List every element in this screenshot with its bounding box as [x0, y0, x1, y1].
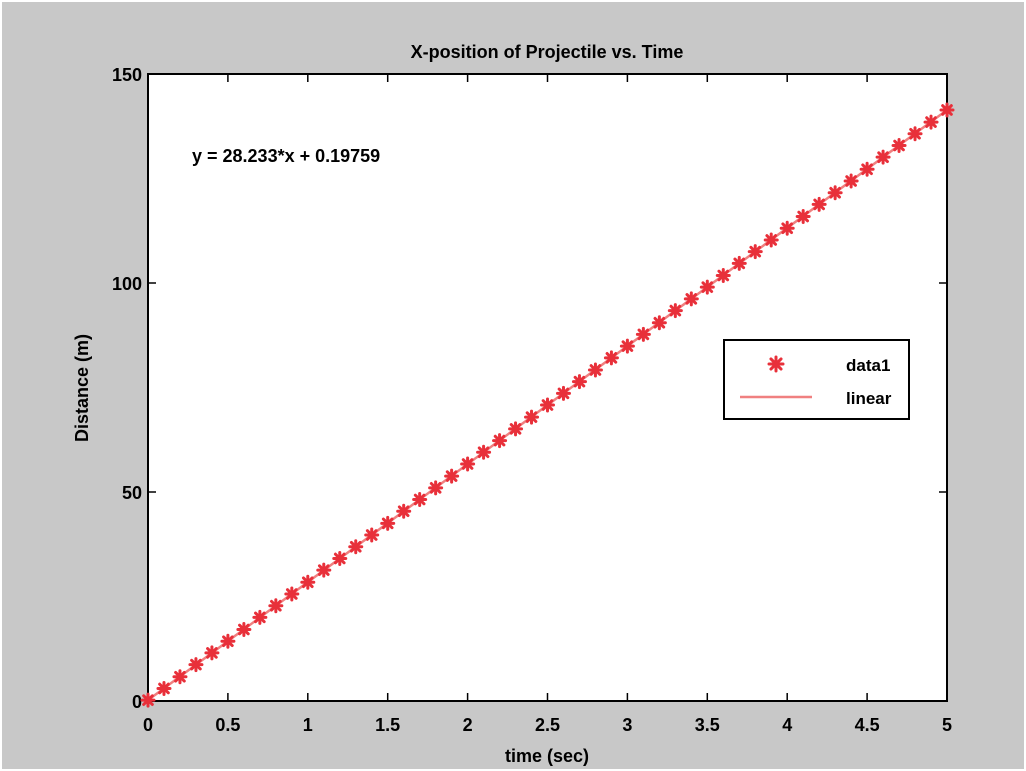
data-point — [364, 527, 380, 543]
data-point — [715, 267, 731, 283]
x-axis-label: time (sec) — [505, 746, 589, 766]
y-tick-label: 50 — [122, 483, 142, 503]
data-point — [268, 598, 284, 614]
data-point — [811, 196, 827, 212]
x-tick-label: 2 — [463, 715, 473, 735]
x-tick-label: 0 — [143, 715, 153, 735]
y-tick-label: 100 — [112, 274, 142, 294]
data-point — [396, 503, 412, 519]
x-tick-label: 4 — [782, 715, 792, 735]
data-point — [524, 409, 540, 425]
data-point — [907, 126, 923, 142]
data-point — [428, 480, 444, 496]
data-point — [683, 291, 699, 307]
data-point — [492, 433, 508, 449]
y-axis-label: Distance (m) — [72, 334, 92, 442]
fit-equation-annotation: y = 28.233*x + 0.19759 — [192, 146, 380, 166]
data1-series — [140, 102, 955, 708]
data-point — [252, 609, 268, 625]
data-point — [731, 255, 747, 271]
data-point — [763, 232, 779, 248]
x-tick-label: 3 — [622, 715, 632, 735]
chart-title: X-position of Projectile vs. Time — [411, 42, 684, 62]
data-point — [619, 338, 635, 354]
data-point — [236, 622, 252, 638]
data-point — [779, 220, 795, 236]
data-point — [747, 244, 763, 260]
y-axis-ticks: 0 50 100 150 — [112, 65, 947, 712]
x-tick-label: 3.5 — [695, 715, 720, 735]
data-point — [651, 315, 667, 331]
x-tick-label: 4.5 — [855, 715, 880, 735]
data-point — [939, 102, 955, 118]
data-point — [140, 692, 156, 708]
data-point — [859, 161, 875, 177]
data-point — [891, 137, 907, 153]
y-tick-label: 0 — [132, 692, 142, 712]
data-point — [843, 173, 859, 189]
legend-linear-label: linear — [846, 389, 892, 408]
x-tick-label: 0.5 — [215, 715, 240, 735]
legend-box — [723, 339, 910, 420]
legend-data1-label: data1 — [846, 356, 890, 375]
data-point — [699, 279, 715, 295]
data-point — [508, 421, 524, 437]
data-point — [635, 326, 651, 342]
data-point — [827, 185, 843, 201]
data-point — [316, 562, 332, 578]
data-point — [587, 362, 603, 378]
data-point — [476, 444, 492, 460]
legend-star-marker — [767, 355, 785, 373]
data-point — [300, 574, 316, 590]
legend-data1-marker — [767, 355, 785, 373]
data-point — [284, 586, 300, 602]
data-point — [923, 114, 939, 130]
data-point — [380, 515, 396, 531]
data-point — [795, 209, 811, 225]
data-point — [332, 550, 348, 566]
data-point — [348, 539, 364, 555]
data-point — [667, 303, 683, 319]
x-axis-ticks: 0 0.5 1 1.5 2 2.5 3 3.5 4 4.5 5 — [143, 74, 952, 735]
data-point — [555, 385, 571, 401]
data-point — [156, 680, 172, 696]
data-point — [444, 468, 460, 484]
data-point — [460, 456, 476, 472]
data-point — [540, 397, 555, 413]
legend: data1 linear — [723, 339, 910, 420]
y-tick-label: 150 — [112, 65, 142, 85]
data-point — [204, 645, 220, 661]
x-tick-label: 5 — [942, 715, 952, 735]
data-point — [571, 374, 587, 390]
data-point — [188, 657, 204, 673]
data-point — [412, 492, 428, 508]
data-point — [875, 149, 891, 165]
x-tick-label: 1 — [303, 715, 313, 735]
data-point — [220, 633, 236, 649]
data-point — [172, 669, 188, 685]
data-point — [603, 350, 619, 366]
x-tick-label: 2.5 — [535, 715, 560, 735]
x-tick-label: 1.5 — [375, 715, 400, 735]
